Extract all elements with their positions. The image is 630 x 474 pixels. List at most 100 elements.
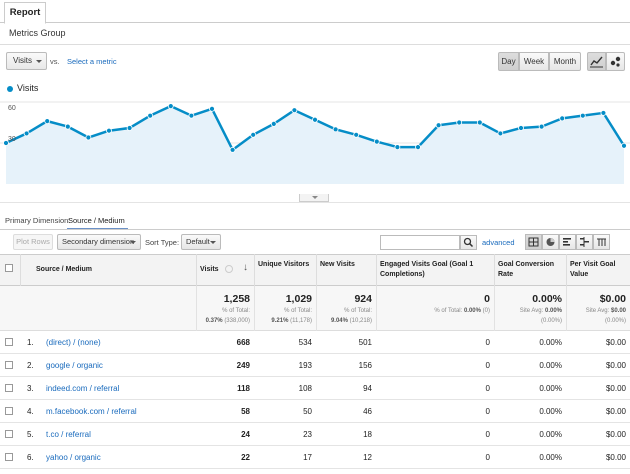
data-point[interactable] <box>435 122 442 129</box>
data-point[interactable] <box>147 112 154 119</box>
row-checkbox[interactable] <box>5 384 13 392</box>
cell-unique-visitors: 23 <box>303 430 312 439</box>
data-point[interactable] <box>250 131 257 138</box>
line-chart-button[interactable] <box>587 52 606 71</box>
cell-unique-visitors: 108 <box>298 384 312 393</box>
metrics-group-label[interactable]: Metrics Group <box>9 28 66 38</box>
table-row[interactable]: 3. indeed.com / referral 118 108 94 0 0.00% $0.… <box>0 377 630 400</box>
row-checkbox[interactable] <box>5 453 13 461</box>
table-row[interactable]: 6. yahoo / organic 22 17 12 0 0.00% $0.00 <box>0 446 630 469</box>
header-select-all[interactable] <box>0 254 20 286</box>
data-point[interactable] <box>621 142 627 149</box>
column-header-unique-visitors[interactable]: Unique Visitors <box>254 254 316 286</box>
data-point[interactable] <box>559 115 566 122</box>
select-all-checkbox[interactable] <box>5 264 13 272</box>
data-point[interactable] <box>497 130 504 137</box>
table-row[interactable]: 4. m.facebook.com / referral 58 50 46 0 0.00% $… <box>0 400 630 423</box>
data-point[interactable] <box>64 123 71 130</box>
sort-type-label: Sort Type: <box>145 238 180 247</box>
row-checkbox[interactable] <box>5 407 13 415</box>
period-day-button[interactable]: Day <box>498 52 519 71</box>
table-row[interactable]: 1. (direct) / (none) 668 534 501 0 0.00% $0.00 <box>0 331 630 354</box>
secondary-dimension-select[interactable]: Secondary dimension <box>57 234 141 250</box>
plot-rows-button[interactable]: Plot Rows <box>13 234 53 250</box>
cell-engaged-goal: 0 <box>485 430 490 439</box>
motion-chart-button[interactable] <box>606 52 625 71</box>
sort-type-value: Default <box>186 237 210 246</box>
data-point[interactable] <box>312 116 318 123</box>
column-header-engaged-goal[interactable]: Engaged Visits Goal (Goal 1 Completions) <box>376 254 494 286</box>
data-point[interactable] <box>373 138 380 145</box>
data-point[interactable] <box>600 110 607 116</box>
row-index: 1. <box>27 338 34 347</box>
data-point[interactable] <box>229 146 236 153</box>
period-month-button[interactable]: Month <box>549 52 581 71</box>
source-medium-link[interactable]: yahoo / organic <box>46 453 101 462</box>
pivot-view-button[interactable] <box>593 234 610 250</box>
data-point[interactable] <box>415 144 421 150</box>
line-chart-icon <box>590 56 603 68</box>
source-medium-link[interactable]: t.co / referral <box>46 430 91 439</box>
comparison-view-button[interactable] <box>576 234 593 250</box>
data-point[interactable] <box>456 119 463 126</box>
data-point[interactable] <box>353 131 360 138</box>
period-week-button[interactable]: Week <box>519 52 549 71</box>
cell-new-visits: 46 <box>363 407 372 416</box>
data-point[interactable] <box>579 112 586 119</box>
sort-type-select[interactable]: Default <box>181 234 221 250</box>
search-button[interactable] <box>460 235 477 250</box>
tab-report[interactable]: Report <box>4 2 46 24</box>
data-point[interactable] <box>209 105 215 112</box>
column-header-visits[interactable]: Visits ↓ <box>196 254 254 286</box>
data-point[interactable] <box>188 112 195 119</box>
total-unique-visitors: 1,029 % of Total: 9.21% (11,178) <box>254 286 316 331</box>
metric-select[interactable]: Visits <box>6 52 47 70</box>
data-point[interactable] <box>270 120 277 127</box>
data-point[interactable] <box>3 140 9 146</box>
cell-conversion-rate: 0.00% <box>539 384 562 393</box>
column-header-new-visits[interactable]: New Visits <box>316 254 376 286</box>
row-checkbox[interactable] <box>5 338 13 346</box>
table-view-button[interactable] <box>525 234 542 250</box>
data-point[interactable] <box>291 107 298 114</box>
column-header-source[interactable]: Source / Medium <box>20 254 196 286</box>
data-point[interactable] <box>538 123 545 130</box>
table-row[interactable]: 2. google / organic 249 193 156 0 0.00% $0.00 <box>0 354 630 377</box>
source-medium-link[interactable]: indeed.com / referral <box>46 384 120 393</box>
column-header-per-visit-value[interactable]: Per Visit Goal Value <box>566 254 630 286</box>
advanced-filter-link[interactable]: advanced <box>482 238 515 247</box>
cell-visits: 249 <box>236 361 250 370</box>
visits-chart[interactable]: 60 30 <box>0 96 630 188</box>
data-point[interactable] <box>126 125 133 131</box>
table-search-input[interactable] <box>380 235 460 250</box>
source-medium-link[interactable]: (direct) / (none) <box>46 338 101 347</box>
data-point[interactable] <box>394 144 401 150</box>
cell-new-visits: 156 <box>358 361 372 370</box>
divider <box>0 202 630 203</box>
cell-per-visit-value: $0.00 <box>605 361 626 370</box>
row-checkbox[interactable] <box>5 430 13 438</box>
source-medium-link[interactable]: google / organic <box>46 361 103 370</box>
data-point[interactable] <box>106 127 112 134</box>
data-point[interactable] <box>85 134 92 141</box>
data-point[interactable] <box>23 130 30 137</box>
cell-unique-visitors: 50 <box>303 407 312 416</box>
chart-collapse-handle[interactable] <box>299 194 329 202</box>
select-metric-link[interactable]: Select a metric <box>67 57 117 66</box>
data-point[interactable] <box>167 103 174 110</box>
pie-view-button[interactable] <box>542 234 559 250</box>
source-medium-link[interactable]: m.facebook.com / referral <box>46 407 137 416</box>
primary-dimension-value[interactable]: Source / Medium <box>68 216 125 225</box>
column-header-conversion-rate[interactable]: Goal Conversion Rate <box>494 254 566 286</box>
row-checkbox[interactable] <box>5 361 13 369</box>
chevron-down-icon <box>130 241 136 244</box>
table-row[interactable]: 5. t.co / referral 24 23 18 0 0.00% $0.00 <box>0 423 630 446</box>
cell-engaged-goal: 0 <box>485 453 490 462</box>
data-point[interactable] <box>44 118 51 125</box>
data-point[interactable] <box>332 126 339 133</box>
column-header-visits-label: Visits <box>200 266 219 273</box>
performance-view-button[interactable] <box>559 234 576 250</box>
cell-visits: 118 <box>237 384 250 393</box>
data-point[interactable] <box>476 119 483 126</box>
data-point[interactable] <box>518 125 524 131</box>
